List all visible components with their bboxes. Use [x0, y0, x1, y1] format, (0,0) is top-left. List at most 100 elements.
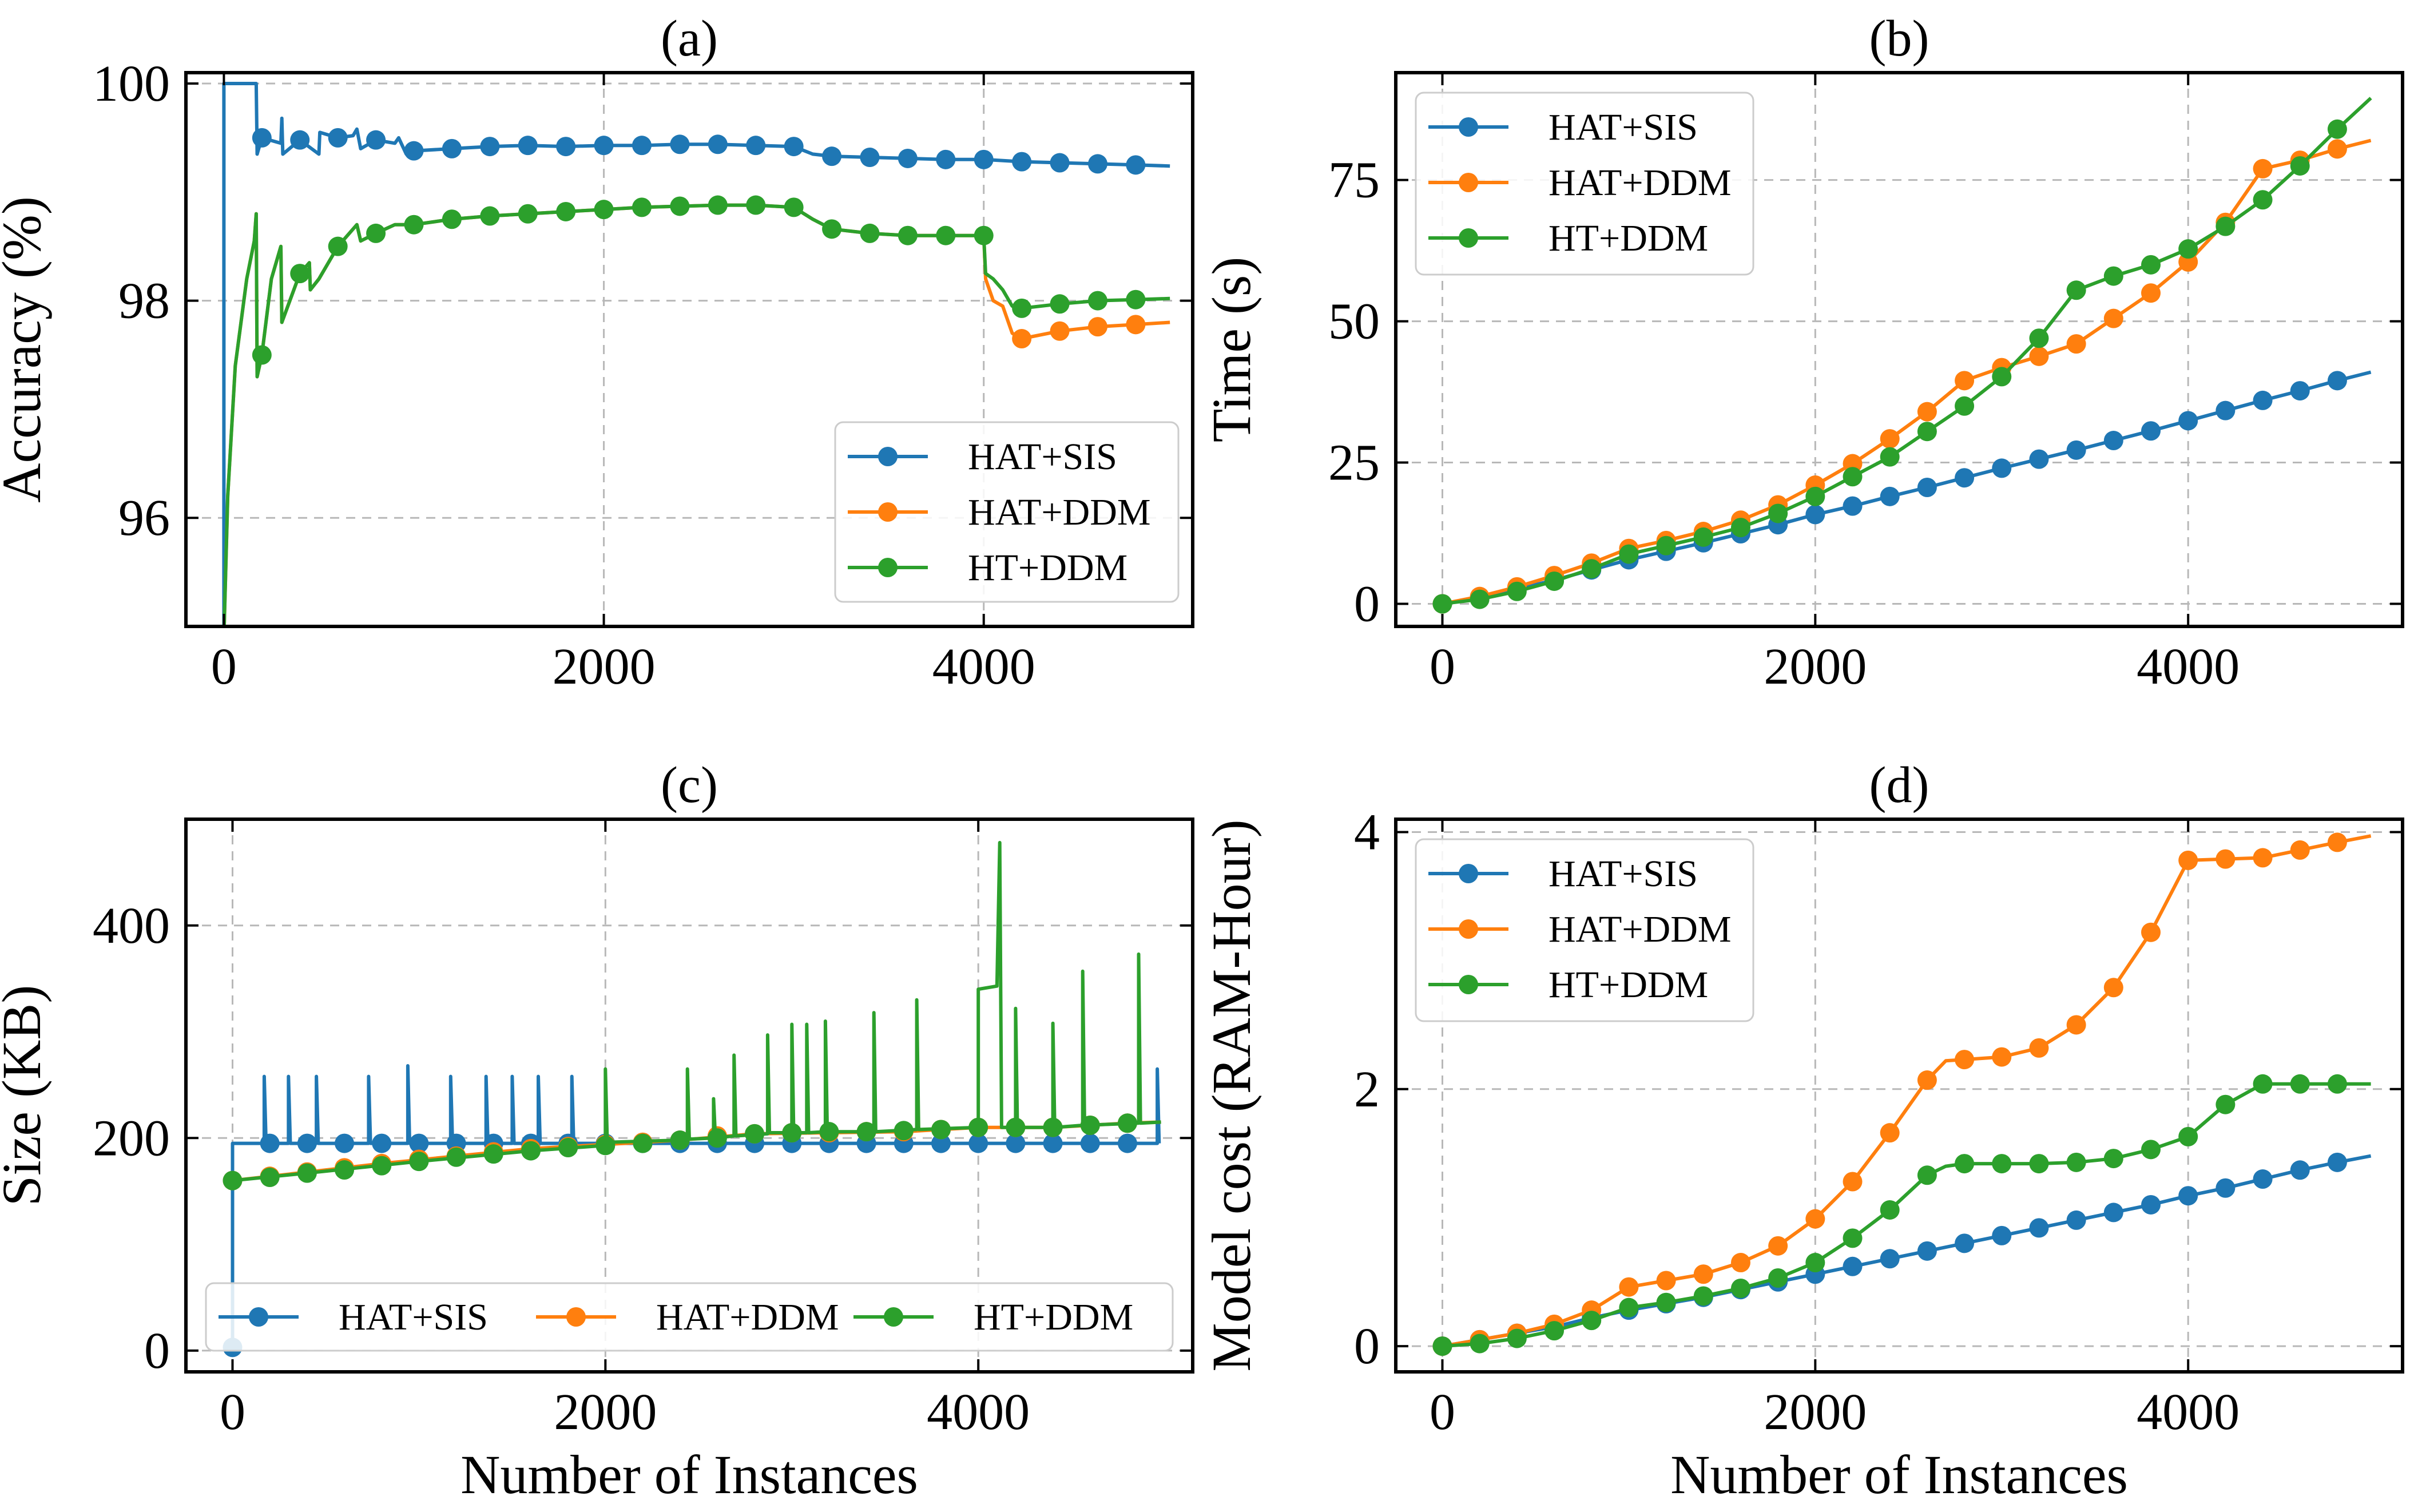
- chart-title: (b): [1869, 10, 1929, 67]
- data-point-hat-sis: [2029, 449, 2049, 469]
- data-point-ht-ddm: [1470, 1334, 1490, 1354]
- data-point-hat-sis: [1043, 1133, 1063, 1153]
- data-point-ht-ddm: [632, 197, 652, 217]
- plot-frame: [1394, 71, 2404, 628]
- panel-d: 0 2000 4000 0 2 4 (d) Model cost (RAM-Hour) Numb…: [1201, 757, 2404, 1505]
- legend-label-hat-ddm: HAT+DDM: [1549, 908, 1732, 950]
- legend-label-hat-ddm: HAT+DDM: [968, 491, 1151, 533]
- legend: HAT+SIS HAT+DDM HT+DDM: [1415, 838, 1754, 1022]
- data-point-hat-ddm: [1619, 1277, 1639, 1297]
- panel-c: 0 2000 4000 0 200 400 (c) Size (KB) Number of In…: [0, 757, 1194, 1505]
- y-tick-label: 400: [93, 898, 170, 954]
- data-point-ht-ddm: [708, 195, 728, 215]
- data-point-ht-ddm: [1619, 1297, 1639, 1317]
- data-point-hat-sis: [1955, 1233, 1975, 1253]
- data-point-hat-sis: [936, 149, 956, 169]
- data-point-ht-ddm: [856, 1122, 876, 1142]
- legend-marker-hat-sis: [878, 447, 898, 466]
- data-point-ht-ddm: [2029, 328, 2049, 348]
- data-point-ht-ddm: [860, 223, 880, 243]
- data-point-hat-ddm: [2327, 832, 2347, 852]
- y-tick-label: 200: [93, 1110, 170, 1166]
- data-point-hat-ddm: [1012, 329, 1032, 349]
- data-point-hat-sis: [480, 137, 500, 157]
- data-point-ht-ddm: [974, 225, 994, 245]
- data-point-hat-sis: [2103, 431, 2123, 451]
- data-point-hat-ddm: [1730, 1253, 1750, 1273]
- data-point-hat-ddm: [1050, 321, 1070, 341]
- data-point-ht-ddm: [1917, 1165, 1937, 1185]
- y-tick-label: 50: [1328, 293, 1380, 350]
- data-point-ht-ddm: [2290, 1074, 2310, 1094]
- x-tick-label: 4000: [927, 1384, 1030, 1440]
- legend-marker-ht-ddm: [884, 1307, 903, 1327]
- data-point-ht-ddm: [1917, 422, 1937, 442]
- data-point-hat-ddm: [2103, 978, 2123, 998]
- data-point-hat-sis: [931, 1133, 951, 1153]
- data-point-ht-ddm: [518, 204, 538, 224]
- data-point-ht-ddm: [931, 1120, 951, 1140]
- data-point-hat-ddm: [1843, 1172, 1863, 1192]
- data-point-ht-ddm: [633, 1133, 653, 1153]
- data-point-hat-sis: [632, 136, 652, 156]
- legend-marker-hat-ddm: [1459, 173, 1478, 192]
- data-point-hat-ddm: [1955, 371, 1975, 391]
- data-point-ht-ddm: [936, 225, 956, 245]
- legend-marker-hat-sis: [1459, 864, 1478, 883]
- data-point-hat-ddm: [1693, 1264, 1713, 1284]
- data-point-hat-ddm: [1880, 1123, 1900, 1143]
- legend-label-ht-ddm: HT+DDM: [1549, 964, 1708, 1006]
- data-point-ht-ddm: [2029, 1154, 2049, 1174]
- data-point-ht-ddm: [2141, 255, 2161, 275]
- data-point-ht-ddm: [1087, 291, 1107, 311]
- data-point-hat-ddm: [2029, 1038, 2049, 1058]
- legend-frame: [205, 1282, 1174, 1352]
- data-point-hat-ddm: [2327, 139, 2347, 159]
- y-axis-label: Time (s): [1201, 257, 1262, 443]
- data-point-hat-sis: [2253, 390, 2273, 410]
- x-axis-label: Number of Instances: [460, 1444, 918, 1505]
- data-point-hat-ddm: [2253, 848, 2273, 868]
- data-point-ht-ddm: [1955, 1154, 1975, 1174]
- data-point-ht-ddm: [1843, 467, 1863, 487]
- data-point-ht-ddm: [252, 345, 272, 365]
- data-point-ht-ddm: [1992, 1154, 2012, 1174]
- data-point-ht-ddm: [2178, 239, 2198, 259]
- chart-title: (d): [1869, 757, 1929, 813]
- data-point-ht-ddm: [1880, 447, 1900, 467]
- data-point-ht-ddm: [1582, 559, 1602, 579]
- data-point-ht-ddm: [782, 1123, 802, 1143]
- data-point-ht-ddm: [372, 1156, 392, 1176]
- data-point-hat-sis: [1080, 1133, 1100, 1153]
- data-point-ht-ddm: [260, 1168, 280, 1188]
- plot-frame: [1394, 817, 2404, 1374]
- data-point-ht-ddm: [1693, 527, 1713, 547]
- data-point-ht-ddm: [521, 1141, 541, 1161]
- data-point-ht-ddm: [1768, 1268, 1788, 1288]
- data-point-hat-ddm: [2253, 158, 2273, 178]
- chart-title: (a): [661, 10, 718, 67]
- chart-title: (c): [661, 757, 718, 813]
- data-point-hat-sis: [1917, 1241, 1937, 1261]
- data-point-hat-sis: [1117, 1133, 1137, 1153]
- x-tick-label: 0: [220, 1384, 245, 1440]
- data-point-hat-sis: [2103, 1203, 2123, 1223]
- data-point-hat-sis: [290, 130, 310, 150]
- data-point-ht-ddm: [2253, 190, 2273, 210]
- y-tick-label: 98: [118, 273, 170, 330]
- x-tick-label: 4000: [2137, 638, 2240, 695]
- data-point-hat-sis: [2327, 371, 2347, 391]
- data-point-ht-ddm: [558, 1138, 578, 1158]
- data-point-hat-sis: [974, 149, 994, 169]
- data-point-hat-sis: [409, 1133, 429, 1153]
- data-point-hat-ddm: [2066, 334, 2086, 354]
- data-point-ht-ddm: [894, 1121, 914, 1141]
- data-point-ht-ddm: [1117, 1113, 1137, 1133]
- data-point-hat-sis: [518, 136, 538, 156]
- data-point-hat-sis: [1917, 478, 1937, 498]
- y-axis-label: Size (KB): [0, 985, 52, 1207]
- data-point-ht-ddm: [2290, 156, 2310, 176]
- data-point-ht-ddm: [819, 1122, 839, 1142]
- data-point-hat-sis: [1805, 505, 1825, 525]
- data-point-ht-ddm: [1955, 396, 1975, 416]
